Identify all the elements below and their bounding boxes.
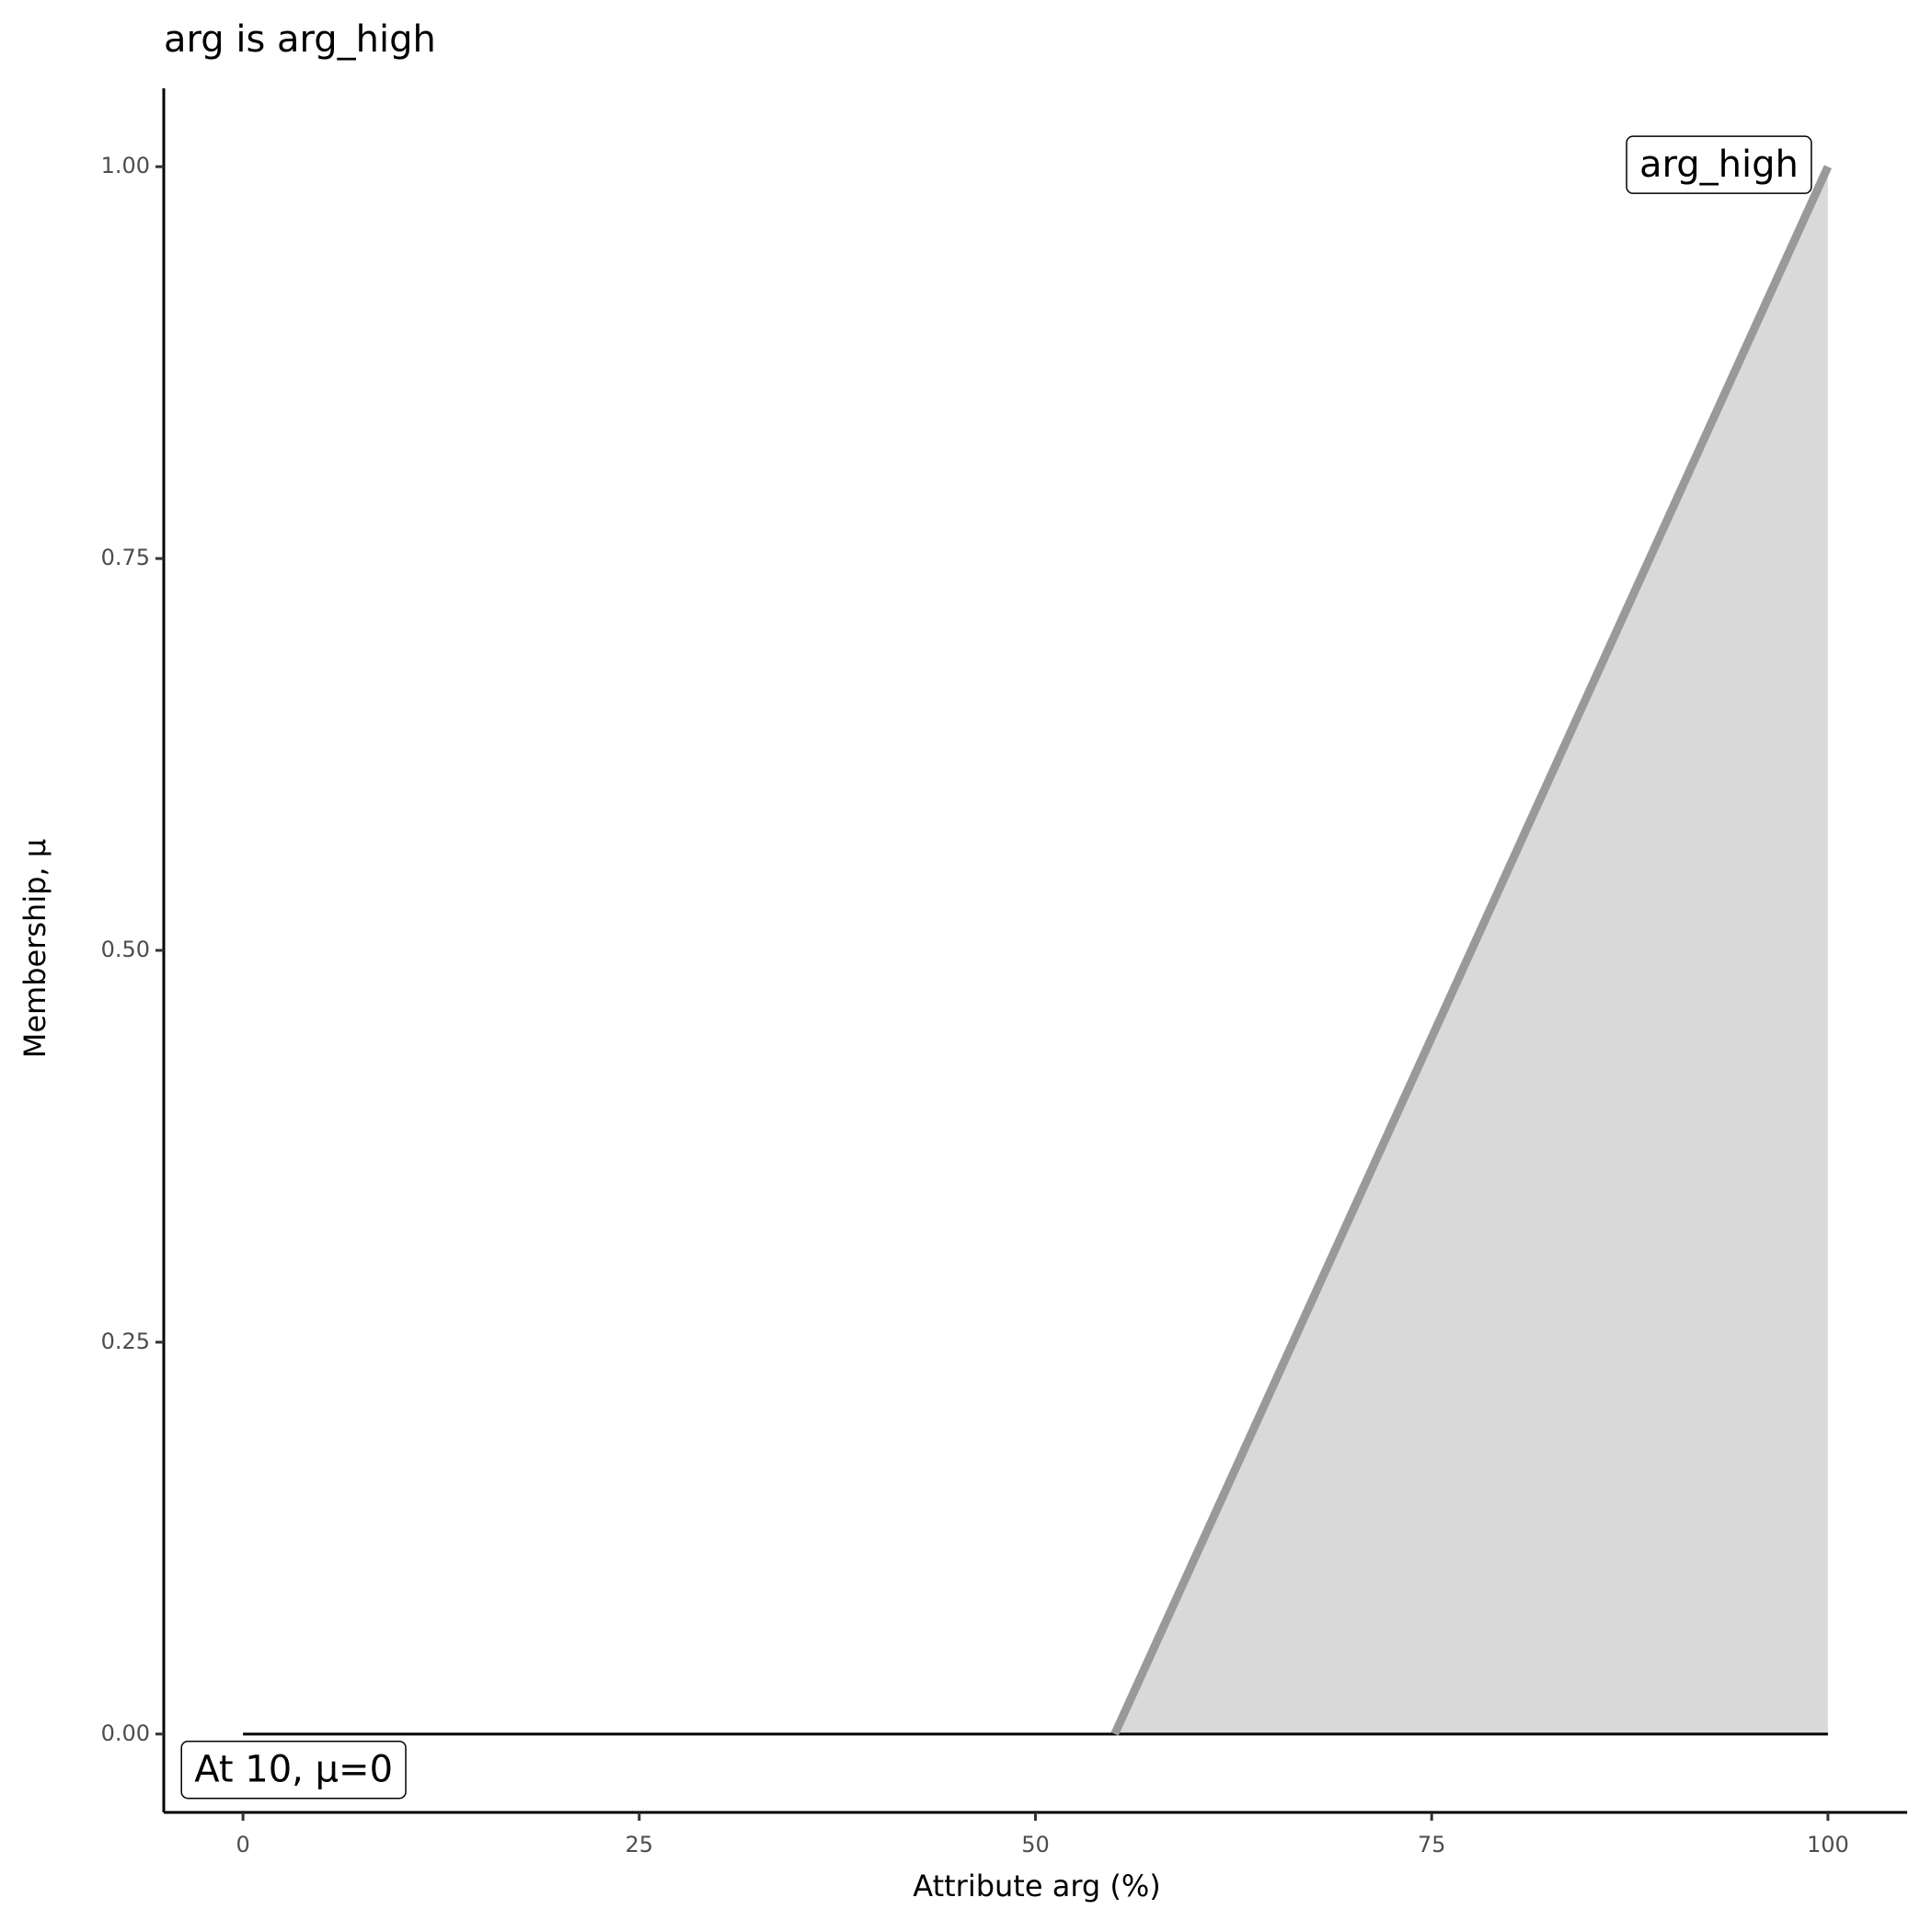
y-tick-label: 0.00: [101, 1720, 150, 1746]
annotation-label: At 10, μ=0: [194, 1749, 393, 1791]
x-tick-label: 100: [1807, 1832, 1849, 1857]
x-axis-title: Attribute arg (%): [913, 1869, 1161, 1903]
y-axis-title: Membership, μ: [17, 839, 52, 1058]
y-tick-label: 0.50: [101, 937, 150, 962]
x-tick-label: 50: [1021, 1832, 1050, 1857]
y-tick-label: 0.75: [101, 545, 150, 570]
x-tick-label: 0: [236, 1832, 249, 1857]
annotation-label: arg_high: [1639, 144, 1799, 186]
y-tick-label: 0.25: [101, 1328, 150, 1354]
y-tick-label: 1.00: [101, 153, 150, 178]
annotation-box: [180, 1740, 407, 1800]
annotation-box: [1626, 135, 1812, 194]
chart-title: arg is arg_high: [164, 18, 436, 61]
x-tick-label: 25: [626, 1832, 654, 1857]
line: [1110, 165, 1832, 1736]
x-tick-label: 75: [1418, 1832, 1446, 1857]
